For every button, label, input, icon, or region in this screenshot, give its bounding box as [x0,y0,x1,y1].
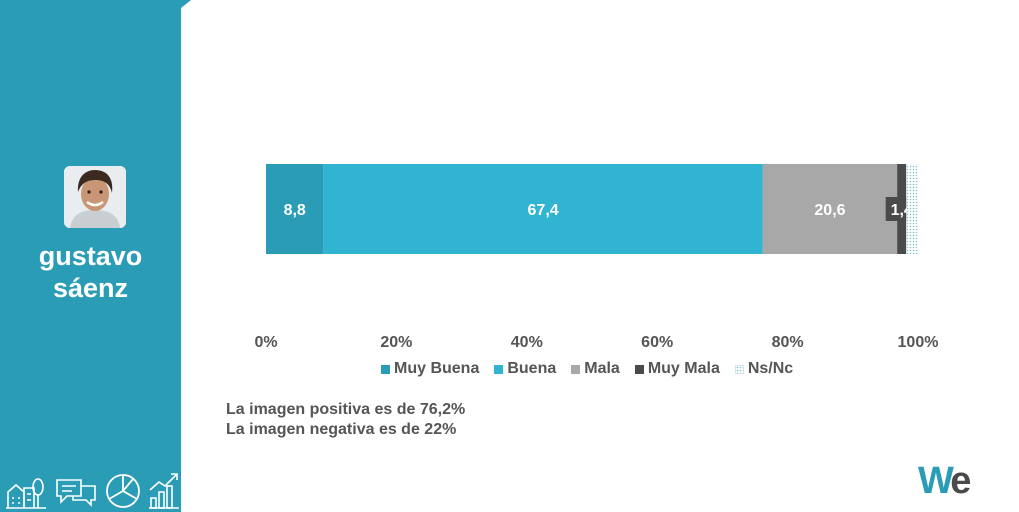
data-label-buena: 67,4 [528,202,559,219]
x-tick-label: 80% [772,334,804,351]
person-last-name: sáenz [52,273,129,303]
data-label-mala: 20,6 [814,202,845,219]
logo-e: e [950,460,971,502]
bar-segment-ns-nc [906,164,918,254]
x-tick-label: 100% [898,334,939,351]
footer-icons [4,470,182,512]
legend-swatch [381,364,390,374]
sidebar [0,0,181,512]
bar-segment-muy-buena [266,164,324,254]
person-photo-icon [64,166,126,228]
sidebar-notch [181,0,191,8]
we-logo: We [918,462,998,500]
legend-label: Ns/Nc [747,360,794,377]
x-tick-label: 20% [380,334,412,351]
legend-item-buena: Buena [494,360,556,378]
logo-w: W [918,460,953,502]
legend-item-muy-buena: Muy Buena [381,360,479,378]
bar-segment-mala [762,164,898,254]
bar-group: 8,8 67,4 20,6 1,4 [266,164,918,254]
x-tick-label: 40% [511,334,543,351]
pie-chart-icon [106,474,140,508]
person-first-name: gustavo [38,241,143,271]
legend-item-mala: Mala [571,360,620,378]
note-negative: La imagen negativa es de 22% [226,421,457,438]
legend: Muy Buena Buena Mala Muy Mala Ns/Nc [381,358,793,380]
legend-swatch [494,364,504,374]
legend-label: Buena [507,360,557,377]
growth-chart-icon [149,473,179,509]
legend-item-muy-mala: Muy Mala [634,360,720,378]
chat-icon [56,479,96,507]
notes: La imagen positiva es de 76,2% La imagen… [226,400,465,440]
city-icon [6,478,46,509]
x-tick-label: 0% [254,334,277,351]
legend-swatch [634,364,644,374]
x-axis-ticks: 0% 20% 40% 60% 80% 100% [254,334,938,351]
legend-swatch [571,364,581,374]
legend-label: Mala [584,360,620,377]
note-positive: La imagen positiva es de 76,2% [226,401,466,418]
legend-item-ns-nc: Ns/Nc [734,360,794,378]
bar-segment-buena [323,164,763,254]
data-label-muy-buena: 8,8 [284,202,306,219]
avatar [64,166,126,228]
legend-swatch [734,364,744,374]
legend-label: Muy Buena [394,360,480,377]
legend-label: Muy Mala [647,360,720,377]
x-tick-label: 60% [641,334,673,351]
